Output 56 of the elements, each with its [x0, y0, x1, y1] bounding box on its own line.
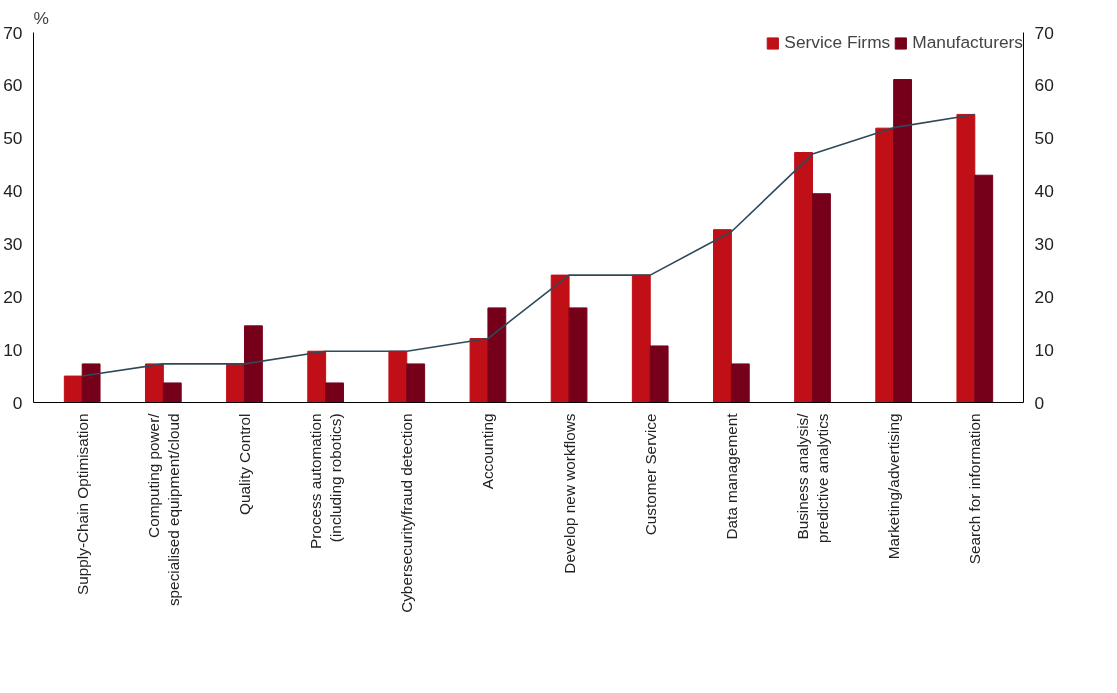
bar [812, 193, 831, 403]
bar [243, 325, 263, 403]
x-tick-label: Accounting [479, 413, 497, 490]
y2-tick-label: 70 [1034, 22, 1054, 43]
bar [63, 375, 83, 403]
x-tick-label: Process automation (including robotics) [306, 413, 345, 549]
bar [974, 174, 994, 403]
y-tick-label: 50 [3, 128, 23, 149]
y2-tick-label: 50 [1034, 128, 1054, 149]
bar [631, 274, 651, 403]
bar [550, 274, 570, 403]
x-tick-label: Business analysis/ predictive analytics [793, 412, 832, 543]
legend-label: Manufacturers [912, 32, 1023, 53]
y-tick-label: 30 [3, 233, 23, 254]
x-tick-label: Computing power/ specialised equipment/cloud [144, 412, 183, 607]
bar [325, 382, 344, 403]
bar [81, 363, 101, 403]
bar [649, 345, 669, 403]
y2-tick-label: 60 [1034, 75, 1054, 96]
y-axis-title: % [33, 7, 49, 28]
bar [487, 307, 507, 403]
line-series [81, 113, 976, 377]
bar [162, 382, 182, 403]
y2-tick-label: 40 [1034, 181, 1054, 202]
y2-tick-label: 20 [1034, 286, 1054, 307]
legend-label: Service Firms [784, 32, 891, 53]
bar [730, 363, 750, 403]
y-tick-label: 70 [3, 22, 23, 43]
bar [388, 350, 408, 403]
bar [794, 151, 814, 403]
x-tick-label: Marketing/advertising [885, 413, 903, 560]
bar [875, 127, 895, 403]
x-tick-label: Cybersecurity/fraud detection [398, 413, 416, 613]
bar [406, 363, 426, 403]
y2-tick-label: 30 [1034, 233, 1054, 254]
x-tick-label: Quality Control [235, 413, 253, 515]
x-tick-label: Supply-Chain Optimisation [73, 413, 91, 595]
bar [469, 338, 489, 403]
bar [568, 307, 588, 403]
bar [713, 229, 732, 403]
bar [893, 79, 913, 403]
bar [956, 113, 976, 403]
bar [144, 363, 164, 403]
y2-tick-label: 10 [1034, 339, 1054, 360]
x-tick-label: Data management [722, 412, 740, 540]
y-tick-label: 0 [12, 392, 23, 413]
x-tick-label: Customer Service [641, 413, 659, 536]
y2-tick-label: 0 [1034, 392, 1045, 413]
x-tick-label: Develop new workflows [560, 413, 578, 574]
y-tick-label: 20 [3, 286, 23, 307]
y-tick-label: 40 [3, 181, 23, 202]
x-tick-label: Search for information [966, 413, 984, 565]
y-tick-label: 10 [3, 339, 23, 360]
bar [307, 350, 327, 403]
bar [226, 363, 245, 403]
y-tick-label: 60 [3, 75, 23, 96]
